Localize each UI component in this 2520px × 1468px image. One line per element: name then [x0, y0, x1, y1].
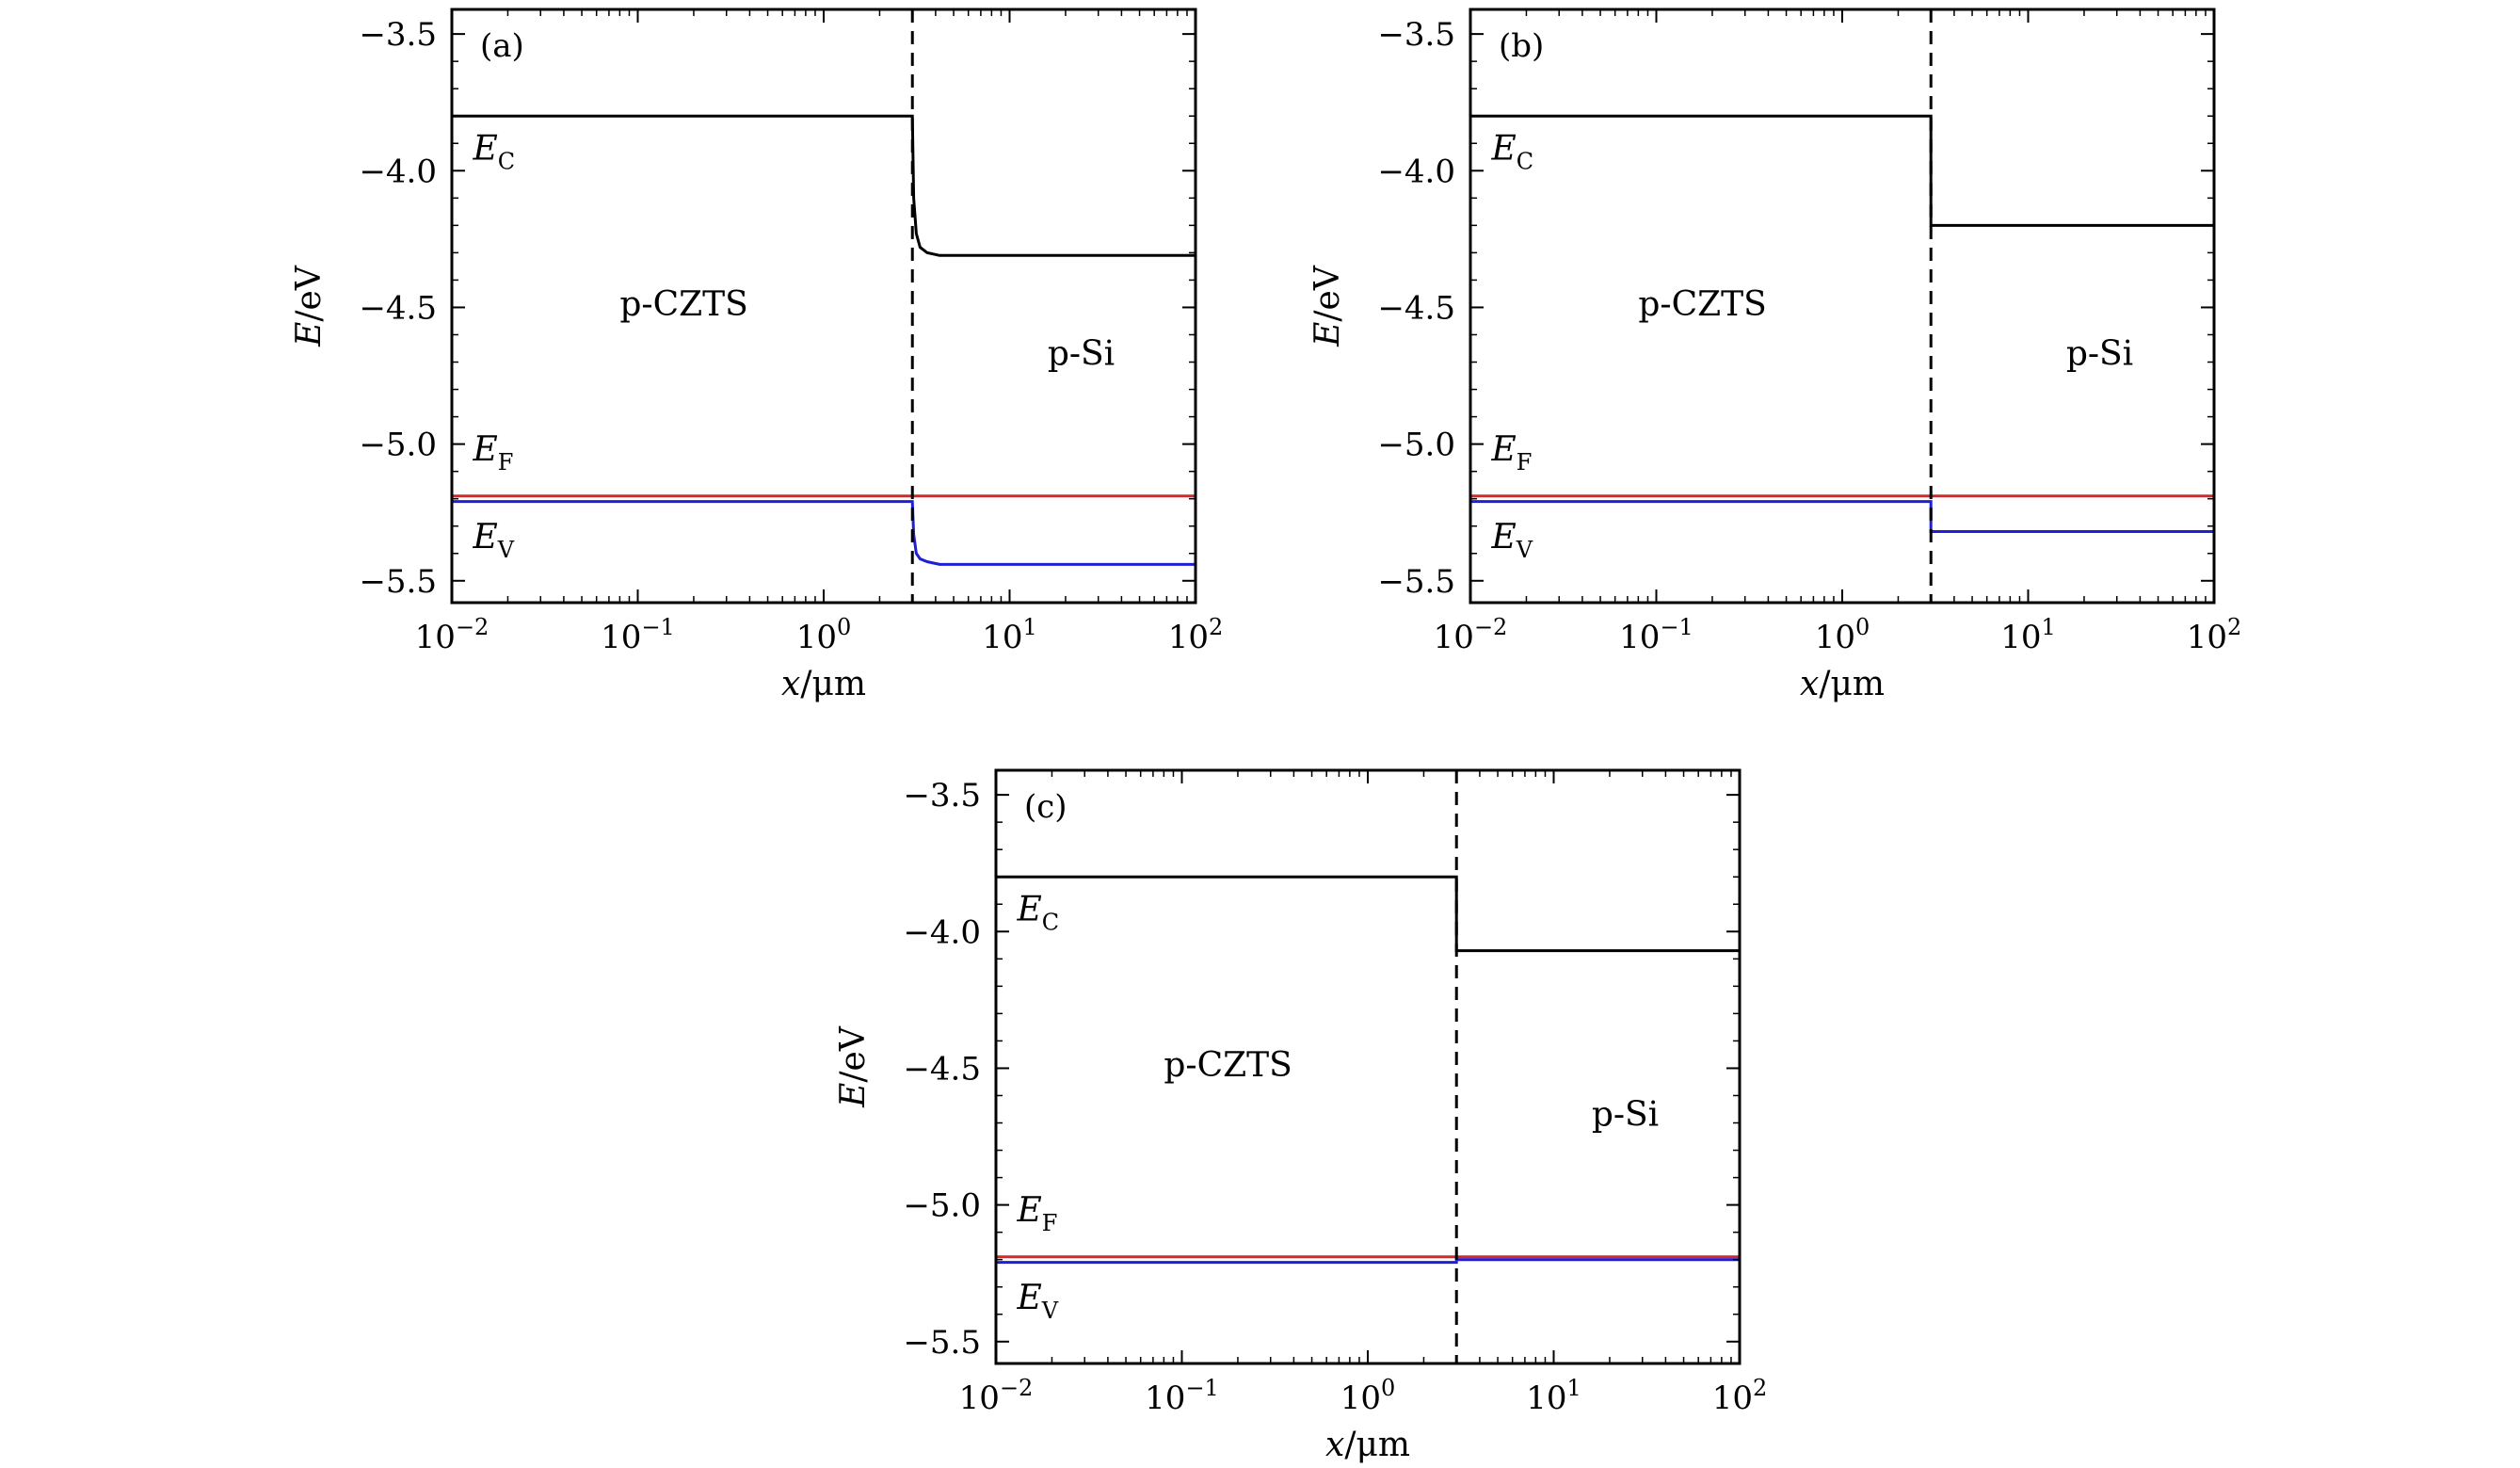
- region-label-p-si: p-Si: [1048, 334, 1115, 373]
- level-label-ev: EV: [473, 518, 515, 563]
- x-tick-label: 10−2: [415, 614, 490, 656]
- region-label-p-czts: p-CZTS: [1638, 285, 1766, 324]
- x-tick-label: 10−1: [1619, 614, 1693, 656]
- plot-frame: [994, 768, 1742, 1365]
- y-axis-label: E/eV: [290, 265, 329, 347]
- series-line-e-v: [1470, 500, 2214, 533]
- x-tick-label: 10−1: [601, 614, 675, 656]
- x-tick-label: 100: [796, 614, 852, 656]
- y-axis-label: E/eV: [1308, 265, 1347, 347]
- x-axis-label: x/μm: [1325, 1426, 1410, 1464]
- y-tick-label: −5.0: [1377, 427, 1455, 464]
- y-tick-label: −5.0: [903, 1187, 981, 1225]
- x-tick-label: 102: [2187, 614, 2242, 656]
- panel-a: 10−2 10−1 100 101 102 −3.5 −4.0 −4.5 −5.0 −5.5 x/μ…: [290, 8, 1224, 703]
- y-tick-label: −5.5: [359, 563, 437, 601]
- series-line-e-c: [1470, 114, 2214, 227]
- y-tick-label: −3.5: [1377, 16, 1455, 54]
- region-label-p-czts: p-CZTS: [619, 285, 747, 324]
- x-tick-label: 10−2: [1434, 614, 1508, 656]
- x-tick-label: 100: [1340, 1375, 1396, 1417]
- x-tick-label: 100: [1815, 614, 1870, 656]
- level-label-ec: EC: [1491, 130, 1534, 175]
- level-label-ef: EF: [1017, 1191, 1058, 1236]
- series-line-e-v: [452, 500, 1196, 566]
- y-tick-label: −4.5: [903, 1050, 981, 1088]
- x-tick-label: 10−1: [1145, 1375, 1219, 1417]
- x-tick-label: 101: [1526, 1375, 1581, 1417]
- panel-b: 10−2 10−1 100 101 102 −3.5 −4.0 −4.5 −5.0 −5.5 x/μ…: [1308, 8, 2242, 703]
- panel-label: (c): [1024, 788, 1067, 826]
- level-label-ev: EV: [1491, 518, 1533, 563]
- panel-c: 10−2 10−1 100 101 102 −3.5 −4.0 −4.5 −5.0 −5.5 x/μ…: [834, 768, 1768, 1464]
- x-tick-label: 101: [982, 614, 1037, 656]
- y-axis-label: E/eV: [834, 1025, 873, 1108]
- plot-frame: [1469, 8, 2216, 605]
- y-tick-label: −4.0: [359, 153, 437, 190]
- x-tick-label: 101: [2000, 614, 2056, 656]
- x-tick-label: 102: [1168, 614, 1224, 656]
- series-line-e-v: [996, 1258, 1740, 1265]
- y-tick-label: −3.5: [903, 777, 981, 815]
- y-tick-label: −4.5: [359, 289, 437, 327]
- level-label-ef: EF: [1491, 430, 1533, 476]
- region-label-p-si: p-Si: [2066, 334, 2133, 373]
- panel-label: (b): [1499, 27, 1544, 65]
- panel-label: (a): [480, 27, 524, 65]
- y-tick-label: −4.5: [1377, 289, 1455, 327]
- y-tick-label: −5.0: [359, 427, 437, 464]
- y-tick-label: −5.5: [1377, 563, 1455, 601]
- series-line-e-c: [996, 875, 1740, 953]
- level-label-ef: EF: [473, 430, 514, 476]
- y-tick-label: −3.5: [359, 16, 437, 54]
- level-label-ec: EC: [473, 130, 516, 175]
- y-tick-label: −4.0: [1377, 153, 1455, 190]
- x-axis-label: x/μm: [781, 665, 866, 703]
- x-axis-label: x/μm: [1800, 665, 1885, 703]
- series-line-e-c: [452, 114, 1196, 257]
- x-tick-label: 102: [1712, 1375, 1768, 1417]
- y-tick-label: −5.5: [903, 1324, 981, 1362]
- level-label-ev: EV: [1017, 1279, 1059, 1324]
- y-tick-label: −4.0: [903, 913, 981, 951]
- level-label-ec: EC: [1017, 891, 1060, 936]
- plot-frame: [450, 8, 1197, 605]
- region-label-p-czts: p-CZTS: [1164, 1046, 1292, 1085]
- x-tick-label: 10−2: [959, 1375, 1034, 1417]
- region-label-p-si: p-Si: [1592, 1095, 1659, 1134]
